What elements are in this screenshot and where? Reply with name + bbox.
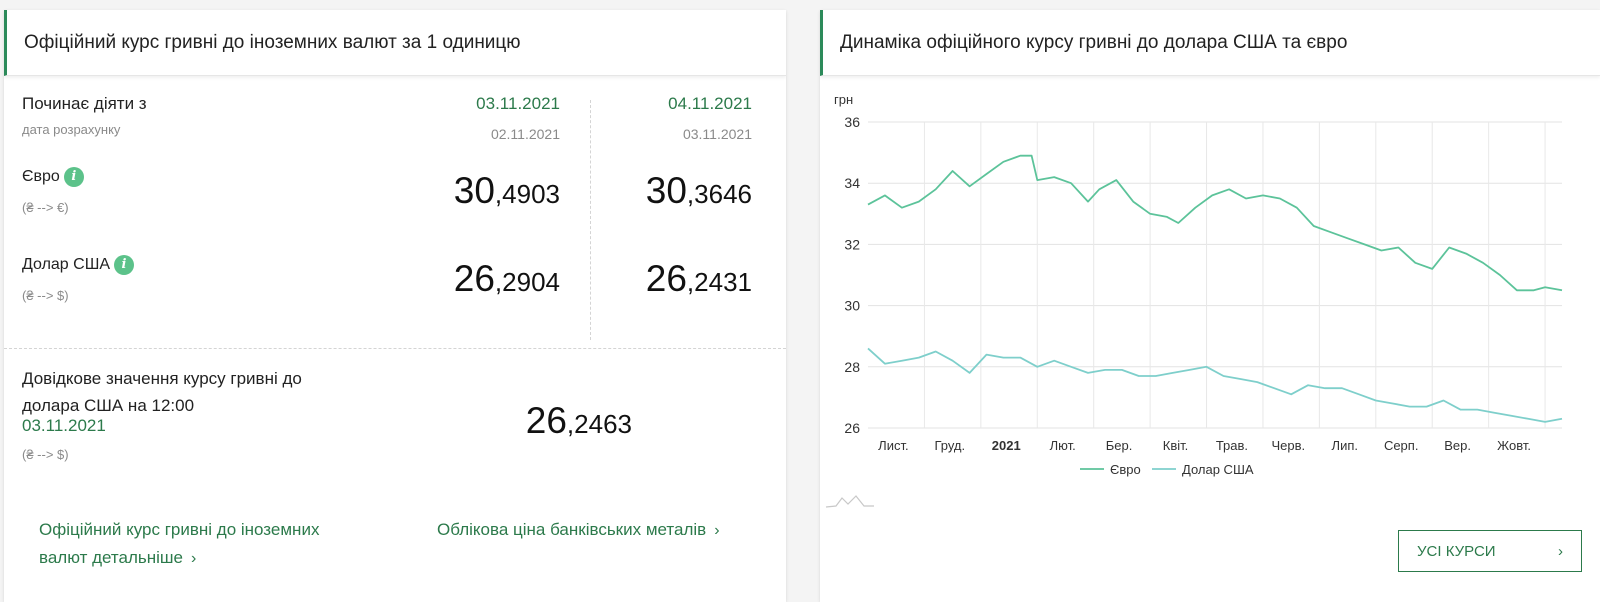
rates-chart: 26 28 30 32 34 36 грн Лист. Груд. 2021 Лют. Бер. Кві… [825,92,1563,508]
x-tick-label: Серп. [1384,438,1419,453]
metals-price-link[interactable]: Облікова ціна банківських металів › [437,516,720,545]
y-tick-label: 28 [844,359,860,375]
reference-date: 03.11.2021 [22,416,106,435]
x-tick-label: Груд. [934,438,965,453]
euro-rate-col1-frac: ,4903 [494,179,560,209]
all-rates-button-label: УСІ КУРСИ [1417,542,1496,560]
detail-rates-link-line2: валют детальніше [39,548,183,567]
x-tick-label: Лист. [878,438,908,453]
series-line-0 [867,154,1563,292]
x-tick-label: Квіт. [1163,438,1189,453]
col1-calc-date: 02.11.2021 [490,126,560,142]
usd-rate-col1-frac: ,2904 [494,267,560,297]
usd-row-label: Долар США i [22,255,135,275]
starts-label: Починає діяти з [22,94,147,113]
x-tick-label: Лют. [1050,438,1076,453]
euro-rate-col2: 30,3646 [646,170,752,212]
usd-rate-col2: 26,2431 [646,258,752,300]
legend-label: Долар США [1182,462,1254,477]
usd-rate-col2-int: 26 [645,258,687,299]
rates-dynamics-title: Динаміка офіційного курсу гривні до дола… [820,10,1600,76]
info-icon[interactable]: i [114,255,135,275]
metals-price-link-label: Облікова ціна банківських металів [437,520,707,539]
usd-rate-col1-int: 26 [453,258,495,299]
detail-rates-link[interactable]: Офіційний курс гривні до іноземних валют… [39,516,319,573]
rates-dynamics-card: Динаміка офіційного курсу гривні до дола… [820,10,1600,602]
x-tick-label: 2021 [992,438,1021,453]
y-tick-label: 36 [844,114,860,130]
reference-rate-frac: ,2463 [566,409,632,439]
column-divider [590,100,591,340]
section-divider [4,348,786,349]
y-axis-label: грн [834,92,853,107]
chevron-right-icon: › [714,522,720,539]
y-tick-label: 32 [844,236,860,252]
reference-direction: (₴ --> $) [22,447,69,462]
all-rates-button[interactable]: УСІ КУРСИ › [1398,530,1582,572]
reference-rate-int: 26 [525,400,567,441]
chevron-right-icon: › [1558,542,1563,560]
euro-label: Євро [22,168,60,186]
calc-date-label: дата розрахунку [22,122,121,137]
reference-label: Довідкове значення курсу гривні до долар… [22,365,302,419]
detail-rates-link-line1: Офіційний курс гривні до іноземних [39,520,320,539]
usd-rate-col2-frac: ,2431 [686,267,752,297]
info-icon[interactable]: i [63,167,84,187]
usd-direction: (₴ --> $) [22,288,69,303]
euro-rate-col1: 30,4903 [454,170,560,212]
col2-date: 04.11.2021 [668,94,752,113]
col2-calc-date: 03.11.2021 [682,126,752,142]
x-tick-label: Трав. [1216,438,1248,453]
y-tick-label: 34 [844,175,860,191]
x-tick-label: Жовт. [1497,438,1531,453]
y-tick-label: 30 [844,298,860,314]
reference-rate: 26,2463 [526,400,632,442]
official-rates-title: Офіційний курс гривні до іноземних валют… [4,10,786,76]
navigator-thumbnail [825,495,874,508]
euro-rate-col2-int: 30 [645,170,687,211]
y-tick-label: 26 [844,420,860,436]
euro-direction: (₴ --> €) [22,200,69,215]
x-tick-label: Вер. [1444,438,1471,453]
x-tick-label: Черв. [1272,438,1306,453]
official-rates-card: Офіційний курс гривні до іноземних валют… [4,10,786,602]
euro-rate-col1-int: 30 [453,170,495,211]
col1-date: 03.11.2021 [476,94,560,113]
reference-label-line1: Довідкове значення курсу гривні до [22,369,302,388]
euro-row-label: Євро i [22,167,84,187]
x-tick-label: Лип. [1332,438,1358,453]
legend-label: Євро [1110,462,1141,477]
x-tick-label: Бер. [1106,438,1133,453]
euro-rate-col2-frac: ,3646 [686,179,752,209]
usd-label: Долар США [22,256,111,274]
reference-label-line2: долара США на 12:00 [22,396,195,415]
series-line-1 [867,347,1563,423]
chevron-right-icon: › [191,550,197,567]
usd-rate-col1: 26,2904 [454,258,560,300]
